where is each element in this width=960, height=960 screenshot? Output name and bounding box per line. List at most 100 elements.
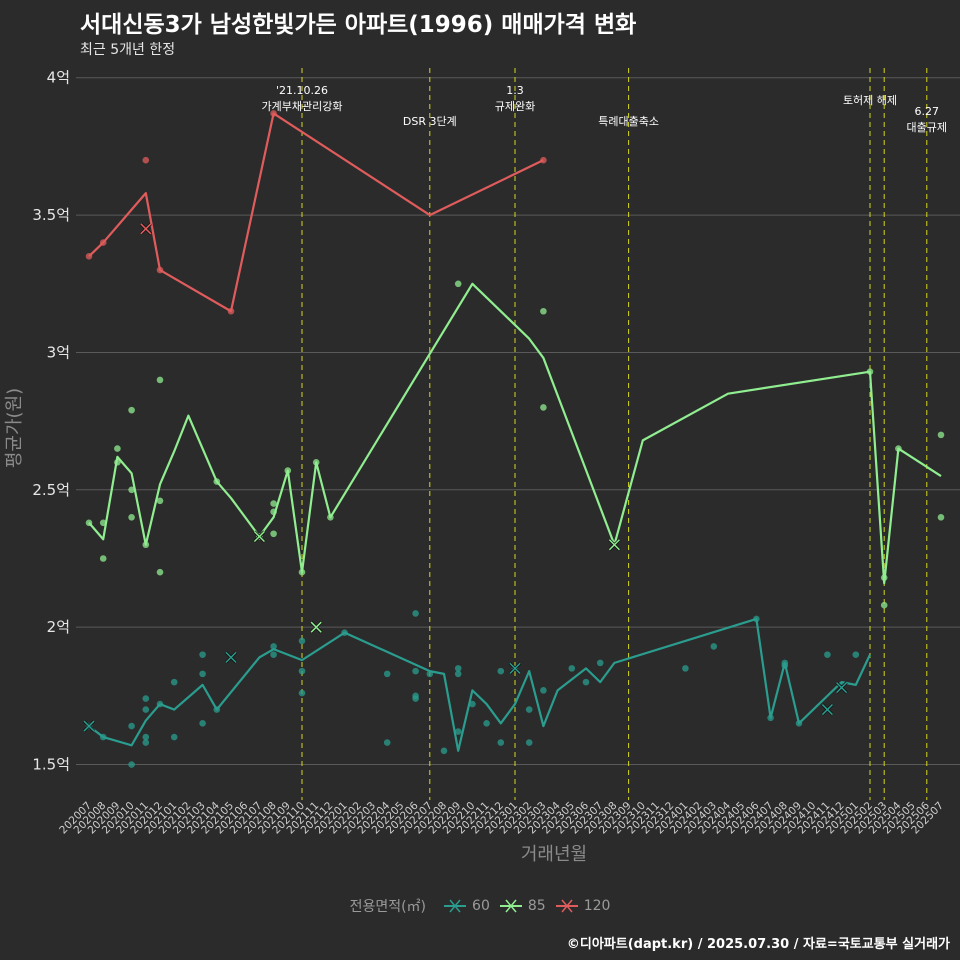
legend-label-60: 60: [472, 898, 490, 914]
y-tick-label: 3억: [47, 343, 70, 361]
data-point-60: [540, 687, 547, 694]
data-point-60: [128, 722, 135, 730]
cross-stroke: [140, 223, 152, 235]
data-point-85: [128, 513, 135, 521]
data-point-60: [270, 651, 277, 658]
cross-marker-60: [82, 720, 96, 733]
y-axis-title: 평균가(원): [4, 388, 25, 468]
series-line-60: [88, 617, 871, 752]
data-point-85: [128, 406, 135, 414]
data-point-60: [454, 665, 462, 672]
cross-stroke: [253, 530, 265, 543]
data-point-60: [170, 678, 178, 686]
data-point-60: [142, 739, 150, 746]
series-line-120: [88, 112, 544, 313]
data-point-85: [128, 486, 135, 494]
data-point-60: [142, 695, 150, 702]
cross-marker-60: [821, 703, 834, 716]
data-point-60: [454, 670, 462, 678]
legend-title: 전용면적(㎡): [349, 899, 427, 915]
cross-stroke: [225, 651, 237, 663]
data-point-60: [298, 667, 306, 675]
data-point-60: [824, 651, 831, 658]
data-point-60: [412, 667, 419, 675]
data-point-85: [540, 404, 547, 411]
data-point-85: [454, 280, 462, 288]
event-label: 6.27: [915, 105, 940, 118]
data-point-60: [298, 689, 306, 697]
data-point-60: [497, 667, 505, 675]
data-point-60: [852, 651, 860, 658]
data-point-85: [114, 445, 121, 452]
series-line-85: [88, 282, 942, 585]
data-point-60: [582, 678, 590, 686]
legend-swatch-60: [444, 899, 467, 913]
data-point-85: [156, 376, 164, 384]
data-point-60: [497, 739, 505, 746]
cross-marker-85: [608, 538, 621, 551]
cross-marker-60: [835, 681, 848, 694]
data-point-85: [270, 530, 277, 538]
cross-stroke: [821, 704, 833, 716]
data-point-60: [412, 695, 419, 702]
data-point-60: [483, 720, 490, 727]
data-point-85: [880, 601, 888, 609]
data-point-60: [440, 747, 448, 755]
data-point-60: [525, 739, 533, 746]
cross-stroke: [836, 682, 848, 694]
event-label: 규제완화: [495, 100, 535, 113]
legend-item-120: 120: [555, 898, 611, 914]
source-caption: ©디아파트(dapt.kr) / 2025.07.30 / 자료=국토교통부 실…: [566, 937, 950, 952]
data-point-60: [128, 761, 135, 768]
data-point-85: [270, 500, 277, 507]
data-point-85: [99, 555, 107, 562]
cross-stroke: [310, 621, 322, 633]
data-point-60: [199, 720, 206, 727]
data-point-60: [142, 706, 150, 713]
chart-legend: 전용면적(㎡) 60 85 120: [0, 896, 960, 916]
data-point-60: [270, 643, 277, 650]
data-point-85: [937, 513, 945, 521]
legend-label-120: 120: [583, 898, 611, 914]
data-point-60: [142, 733, 150, 741]
cross-marker-85: [253, 530, 266, 543]
data-point-60: [170, 733, 178, 741]
data-point-60: [568, 665, 576, 672]
event-label: 특례대출축소: [598, 115, 659, 128]
cross-marker-120: [139, 222, 152, 235]
chart-subtitle: 최근 5개년 한정: [80, 42, 176, 58]
data-point-85: [937, 431, 945, 439]
legend-swatch-120: [555, 899, 578, 913]
data-point-60: [298, 637, 306, 645]
data-point-60: [596, 659, 604, 667]
data-point-85: [156, 497, 164, 505]
data-point-60: [412, 610, 419, 617]
data-point-85: [156, 568, 164, 576]
event-label: '21.10.26: [276, 84, 328, 97]
event-label: 1.3: [506, 84, 524, 97]
cross-stroke: [509, 662, 521, 674]
data-point-60: [199, 670, 206, 678]
y-tick-label: 2.5억: [32, 481, 70, 499]
y-tick-label: 4억: [47, 69, 70, 87]
cross-marker-60: [508, 662, 522, 675]
data-point-85: [540, 307, 547, 315]
y-tick-label: 1.5억: [32, 756, 70, 774]
legend-item-85: 85: [499, 898, 546, 914]
data-point-120: [142, 156, 150, 164]
data-point-60: [383, 739, 391, 746]
cross-stroke: [608, 539, 620, 551]
cross-stroke: [83, 720, 95, 732]
event-label: DSR 3단계: [403, 115, 457, 128]
legend-label-85: 85: [527, 898, 546, 914]
y-tick-label: 2억: [47, 618, 70, 636]
event-label: 토허제 해제: [843, 93, 897, 107]
event-label: 가계부채관리강화: [262, 100, 343, 113]
cross-marker-85: [310, 621, 323, 634]
data-point-60: [383, 670, 391, 678]
data-point-60: [199, 651, 206, 658]
legend-swatch-85: [499, 899, 522, 913]
y-tick-label: 3.5억: [32, 206, 70, 224]
